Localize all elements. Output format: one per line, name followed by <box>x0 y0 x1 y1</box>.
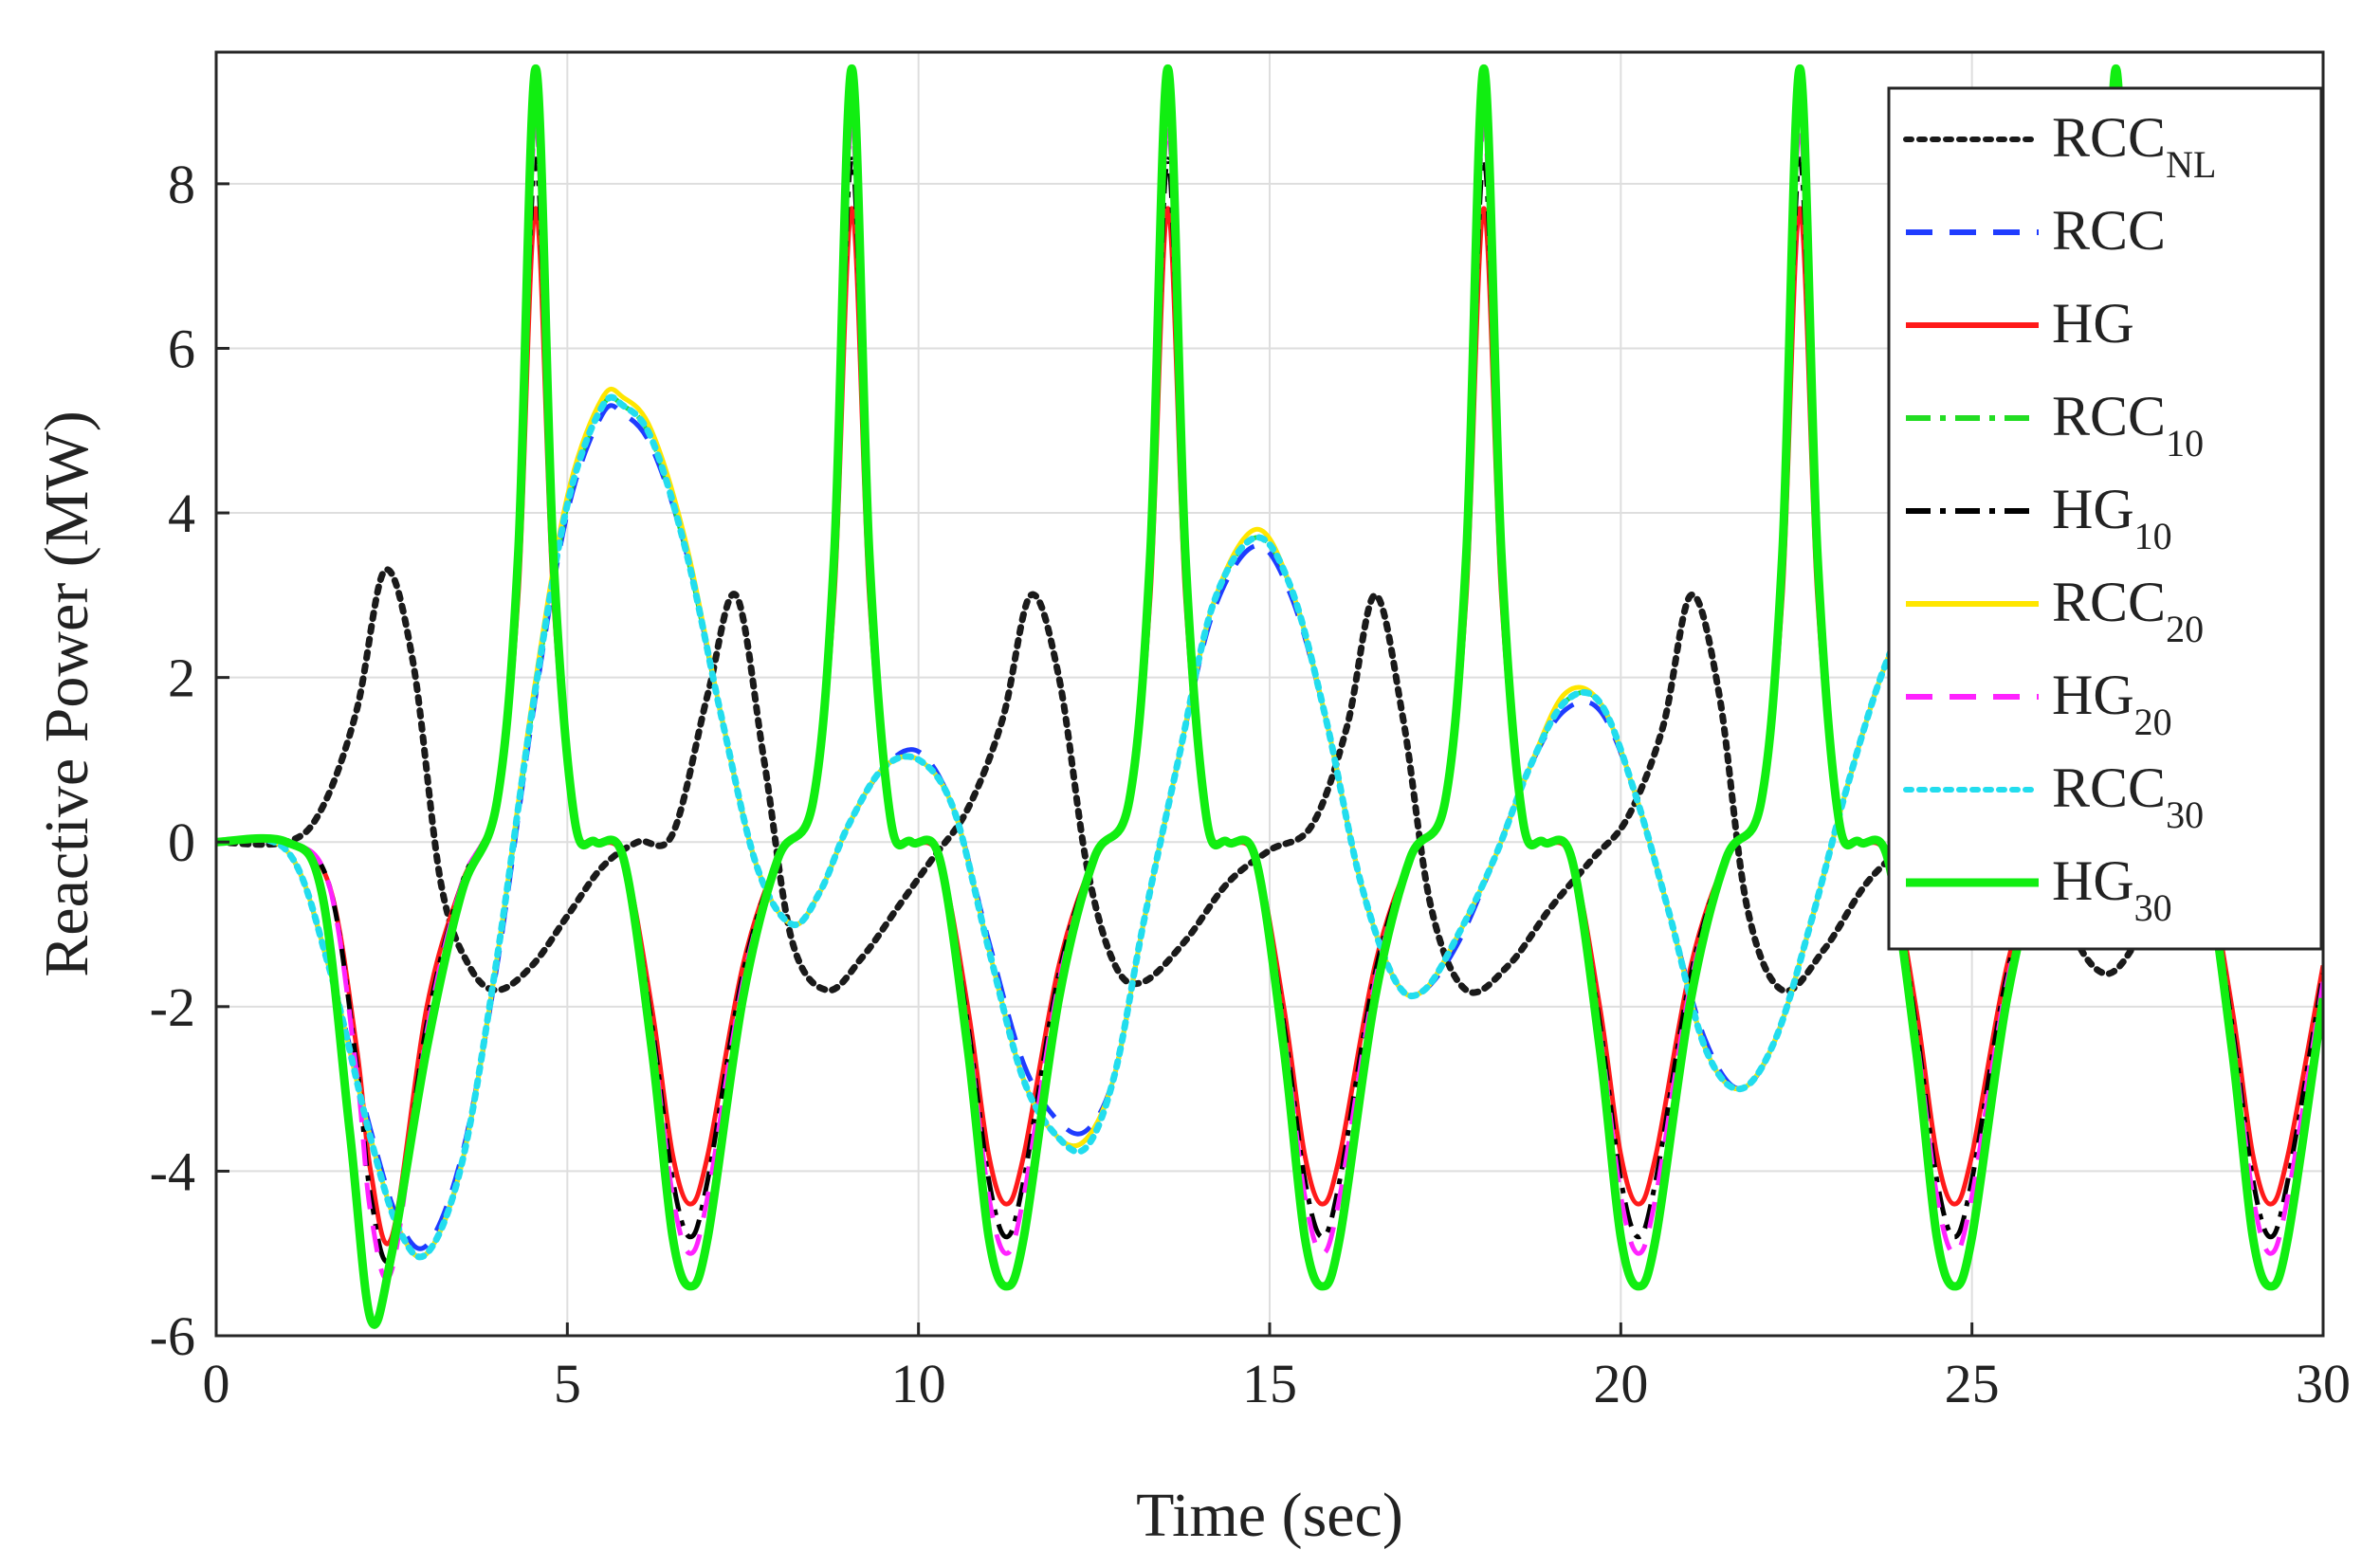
x-tick-label: 15 <box>1242 1353 1297 1414</box>
legend-subscript: 10 <box>2166 422 2204 465</box>
legend-subscript: 10 <box>2134 515 2172 557</box>
x-tick-label: 20 <box>1593 1353 1648 1414</box>
x-tick-label: 0 <box>203 1353 230 1414</box>
y-tick-label: -2 <box>150 976 195 1038</box>
y-tick-label: 4 <box>168 483 195 544</box>
series-layer <box>216 64 2323 1329</box>
series-line-rcc-30 <box>216 393 1919 1261</box>
legend-subscript: 30 <box>2134 886 2172 929</box>
legend-name: RCC <box>2052 757 2166 819</box>
x-tick-label: 25 <box>1945 1353 2000 1414</box>
x-tick-label: 10 <box>891 1353 946 1414</box>
legend-name: RCC <box>2052 571 2166 633</box>
y-tick-label: -4 <box>150 1140 195 1202</box>
legend-label: RCC30 <box>2052 757 2204 836</box>
legend-subscript: 20 <box>2134 701 2172 743</box>
legend-label: HG20 <box>2052 664 2172 743</box>
legend-label: RCC <box>2052 199 2166 262</box>
legend-name: HG <box>2052 849 2134 912</box>
y-tick-label: 0 <box>168 811 195 873</box>
x-tick-label: 5 <box>554 1353 581 1414</box>
legend-label: RCC20 <box>2052 571 2204 650</box>
legend-name: HG <box>2052 478 2134 540</box>
legend-subscript: 20 <box>2166 608 2204 650</box>
y-tick-label: 2 <box>168 647 195 709</box>
legend-label: RCC10 <box>2052 385 2204 465</box>
y-tick-label: 6 <box>168 318 195 379</box>
legend-label: HG30 <box>2052 849 2172 929</box>
legend-name: HG <box>2052 664 2134 726</box>
axis-ticks: 0 5 10 15 20 25 30 -6 -4 -2 0 2 4 6 8 <box>150 154 2351 1414</box>
legend-subscript: NL <box>2166 143 2216 186</box>
y-tick-label: 8 <box>168 154 195 215</box>
legend-subscript: 30 <box>2166 793 2204 836</box>
legend-label: RCCNL <box>2052 106 2216 186</box>
series-line-hg-30 <box>216 64 2323 1329</box>
legend-name: HG <box>2052 292 2134 355</box>
legend-name: RCC <box>2052 385 2166 447</box>
x-tick-label: 30 <box>2296 1353 2351 1414</box>
y-axis-label: Reactive Power (MW) <box>32 410 101 976</box>
legend-name: RCC <box>2052 106 2166 169</box>
y-tick-label: -6 <box>150 1305 195 1367</box>
legend-label: HG10 <box>2052 478 2172 557</box>
legend-label: HG <box>2052 292 2134 355</box>
legend-name: RCC <box>2052 199 2166 262</box>
x-axis-label: Time (sec) <box>1136 1481 1403 1550</box>
